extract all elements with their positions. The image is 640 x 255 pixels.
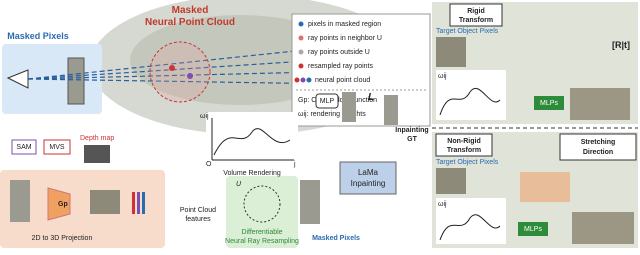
label: ωij: [200, 113, 209, 120]
label: ωij: [438, 201, 447, 208]
legend-text: ωij: rendering weights: [298, 111, 366, 118]
legend-text: resampled ray points: [308, 63, 373, 70]
label: O: [206, 161, 212, 168]
label: Direction: [583, 149, 613, 156]
image: [67, 57, 85, 105]
label: Differentiable: [241, 229, 282, 236]
projection-box: [0, 170, 165, 248]
label: Stretching: [581, 139, 616, 146]
box: [520, 172, 570, 202]
curve: [439, 214, 501, 241]
image: [342, 92, 356, 122]
legend-text: pixels in masked region: [308, 21, 381, 28]
label: 2D to 3D Projection: [32, 235, 93, 242]
label: Volume Rendering: [223, 170, 281, 177]
curve: [439, 88, 501, 116]
label: Neural Ray Resampling: [225, 238, 299, 245]
neighbor: [243, 185, 281, 223]
legend-text: ray points outside U: [308, 49, 370, 56]
mlp-box: [518, 222, 548, 236]
image: [384, 95, 398, 125]
legend-text: ray points in neighbor U: [308, 35, 382, 42]
label: MLPs: [524, 226, 542, 233]
title: Masked: [172, 5, 209, 16]
mlp-box: [534, 96, 564, 110]
plot: [436, 70, 506, 120]
title: Neural Point Cloud: [145, 17, 235, 28]
box: [315, 93, 339, 109]
label: j: [293, 161, 296, 168]
image: [90, 190, 120, 214]
rays: [27, 39, 401, 86]
label: features: [185, 216, 211, 223]
image: [84, 145, 110, 163]
image: [572, 212, 634, 244]
label: Masked Pixels: [7, 31, 69, 41]
label: MVS: [49, 144, 65, 151]
neighbor-region: [149, 41, 211, 103]
label: ωij: [438, 73, 447, 80]
title: Rigid: [467, 8, 485, 15]
label: Depth map: [80, 135, 114, 142]
title: Transform: [447, 147, 481, 154]
label: Gp: [58, 201, 68, 208]
box: [11, 139, 37, 155]
gp-block: [47, 187, 71, 221]
plot: [436, 198, 506, 244]
title: Transform: [459, 17, 493, 24]
image: [10, 180, 30, 222]
image: [436, 37, 466, 67]
image: [300, 180, 320, 224]
box: [339, 161, 397, 195]
label: MLPs: [540, 100, 558, 107]
label: Masked Pixels: [312, 235, 360, 242]
curve: [213, 128, 291, 156]
image: [436, 168, 466, 194]
legend-box: [291, 13, 431, 127]
legend-text: neural point cloud: [315, 77, 370, 84]
title-box: [559, 133, 637, 161]
label: Point Cloud: [180, 207, 216, 214]
label: U: [236, 181, 242, 188]
label: Target Object Pixels: [436, 28, 499, 35]
resampling-box: [226, 176, 298, 248]
label: [R|t]: [612, 40, 630, 50]
plot: [206, 112, 298, 168]
label: Inpainting: [395, 127, 428, 134]
feature-bars: [132, 192, 145, 214]
label: LaMa: [358, 168, 379, 177]
image: [570, 88, 630, 120]
label: Inpainting: [351, 179, 386, 188]
title: Non-Rigid: [447, 138, 480, 145]
label: SAM: [16, 144, 31, 151]
legend-markers: [294, 21, 312, 83]
title-box: [435, 133, 493, 157]
box: [43, 139, 71, 155]
label: Target Object Pixels: [436, 159, 499, 166]
point: [187, 73, 193, 79]
label: MLP: [320, 98, 335, 105]
title-box: [449, 3, 503, 27]
label: L: [368, 92, 374, 103]
label: GT: [407, 136, 417, 143]
point: [169, 65, 175, 71]
